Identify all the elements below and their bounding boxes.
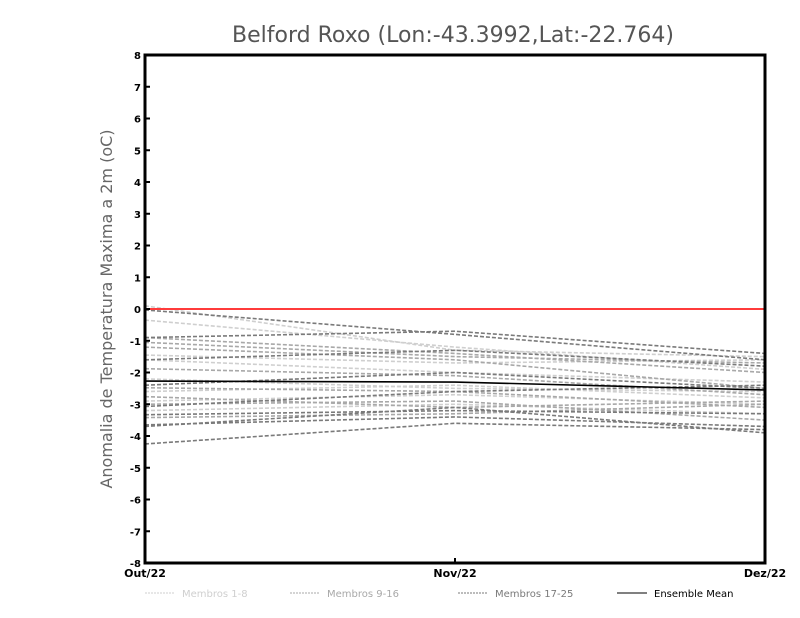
legend-label: Membros 9-16	[327, 589, 399, 600]
y-tick-label: 4	[134, 178, 141, 189]
member-line	[144, 409, 766, 416]
legend-label: Membros 1-8	[182, 589, 248, 600]
member-line	[144, 367, 766, 396]
member-line	[144, 416, 766, 428]
y-tick-label: 2	[134, 242, 141, 253]
member-line	[144, 319, 766, 371]
member-line	[144, 336, 766, 374]
y-tick-label: -6	[130, 496, 141, 507]
legend-label: Ensemble Mean	[654, 589, 733, 600]
member-line	[144, 422, 766, 445]
member-line	[144, 400, 766, 421]
y-axis-label: Anomalia de Temperatura Maxima a 2m (oC)	[97, 129, 116, 488]
member-line	[144, 406, 766, 434]
member-line	[144, 349, 766, 367]
member-line	[144, 403, 766, 415]
y-tick-label: -4	[130, 432, 141, 443]
x-axis-ticks: Out/22 Nov/22 Dez/22	[124, 558, 786, 580]
x-tick-label: Out/22	[124, 567, 166, 580]
y-tick-label: -3	[130, 400, 141, 411]
y-tick-label: 3	[134, 210, 141, 221]
y-tick-label: -7	[130, 527, 141, 538]
member-line	[144, 386, 766, 409]
chart-title: Belford Roxo (Lon:-43.3992,Lat:-22.764)	[232, 23, 674, 48]
member-line	[144, 330, 766, 355]
member-line	[144, 393, 766, 406]
member-line	[144, 346, 766, 390]
y-tick-label: 8	[134, 51, 141, 62]
series-layer	[144, 305, 766, 445]
x-tick-label: Dez/22	[744, 567, 786, 580]
member-line	[144, 403, 766, 419]
legend-label: Membros 17-25	[495, 589, 573, 600]
legend: Membros 1-8 Membros 9-16 Membros 17-25 Ense…	[145, 589, 733, 600]
y-tick-label: 0	[134, 305, 141, 316]
y-tick-label: 5	[134, 146, 141, 157]
member-line	[144, 395, 766, 409]
y-tick-label: -8	[130, 559, 141, 570]
member-line	[144, 309, 766, 361]
y-axis-ticks: -8 -7 -6 -5 -4 -3 -2 -1 0 1 2 3 4 5 6 7 8	[130, 51, 150, 570]
y-tick-label: 1	[134, 273, 141, 284]
ensemble-mean-line	[144, 380, 766, 391]
y-tick-label: -5	[130, 464, 141, 475]
y-tick-label: 6	[134, 115, 141, 126]
y-tick-label: -1	[130, 337, 141, 348]
member-line	[144, 305, 766, 358]
x-tick-label: Nov/22	[433, 567, 476, 580]
y-tick-label: 7	[134, 83, 141, 94]
y-tick-label: -2	[130, 369, 141, 380]
